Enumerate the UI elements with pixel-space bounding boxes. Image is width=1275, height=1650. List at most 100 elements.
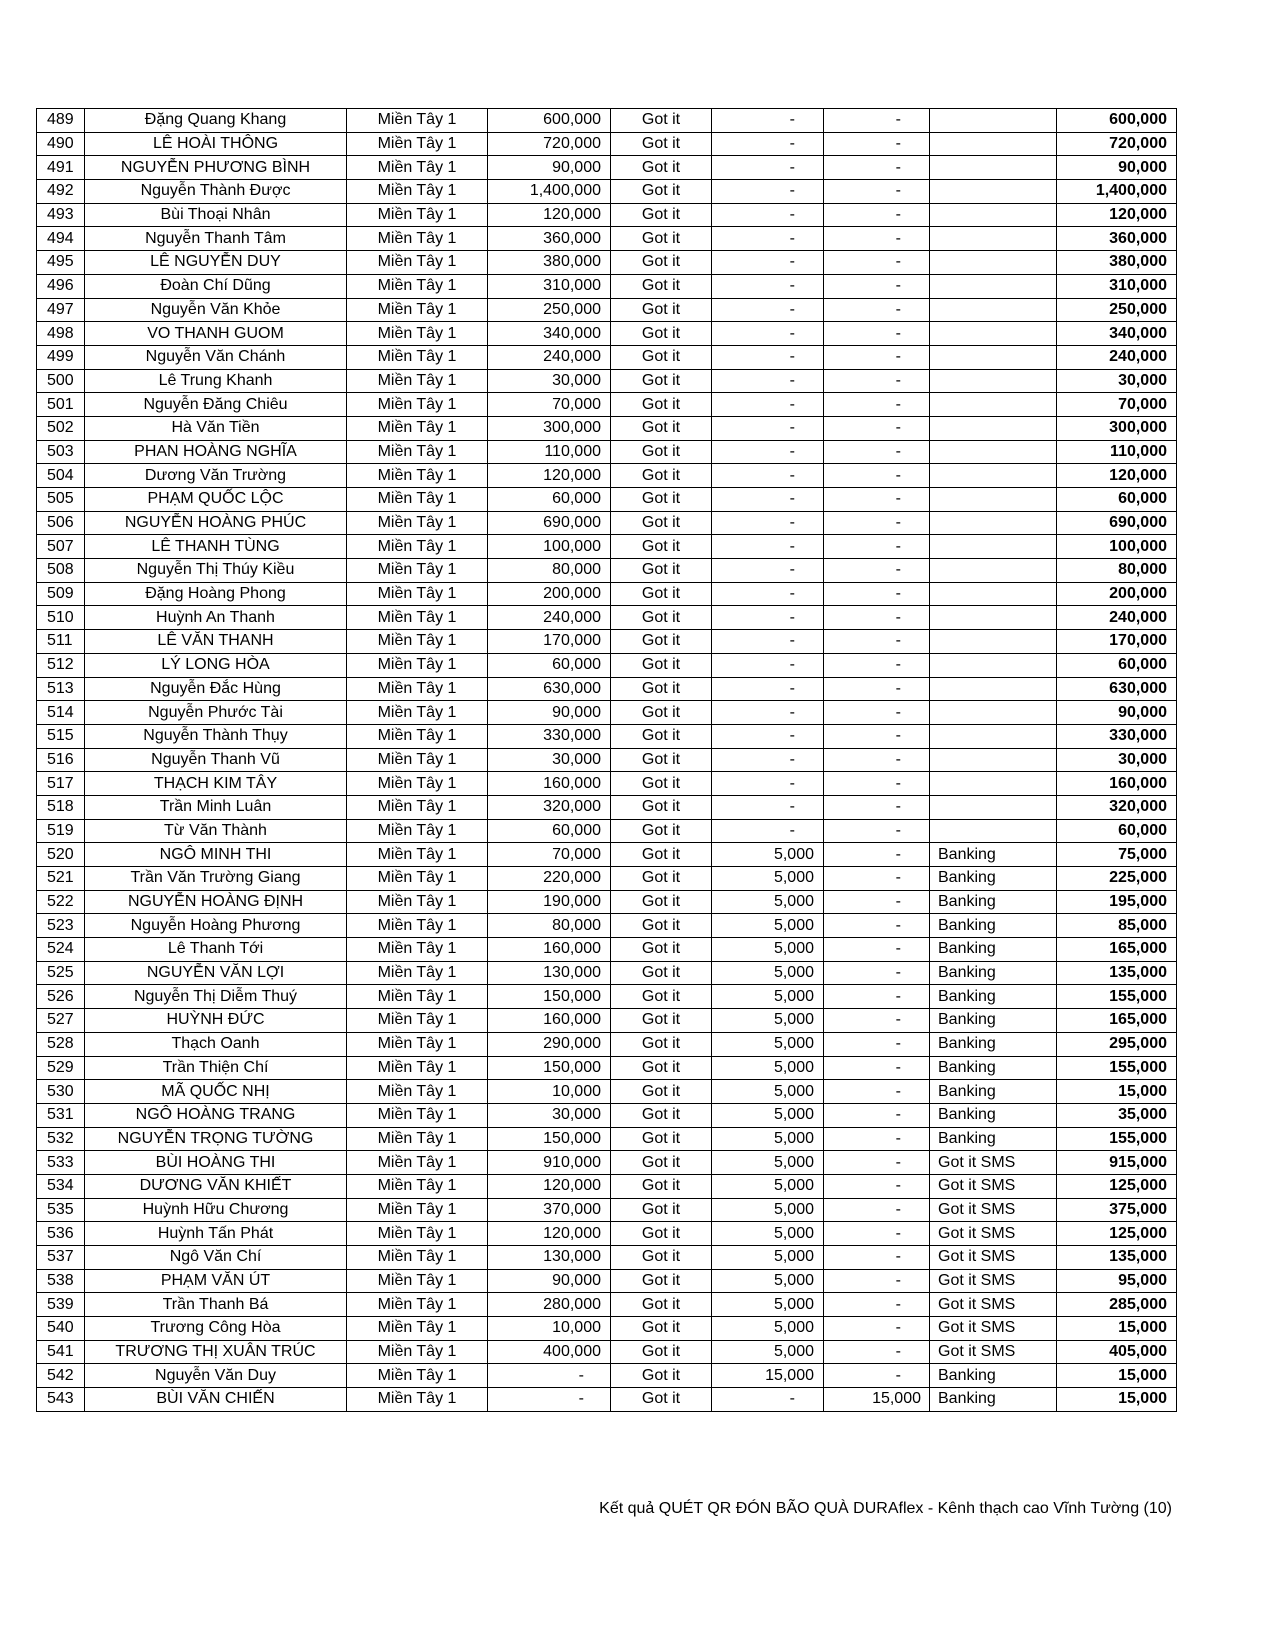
total-amount-cell: 125,000	[1056, 1221, 1177, 1246]
total-amount-cell: 155,000	[1056, 1055, 1177, 1081]
bonus-amount-cell: -	[711, 700, 824, 725]
extra-amount-cell: -	[823, 202, 930, 228]
total-amount-cell: 690,000	[1056, 510, 1177, 536]
total-amount-cell: 90,000	[1056, 155, 1177, 181]
row-number-cell: 520	[36, 842, 85, 867]
region-cell: Miền Tây 1	[346, 558, 488, 583]
region-cell: Miền Tây 1	[346, 1173, 488, 1199]
customer-name-cell: NGUYỄN HOÀNG ĐỊNH	[84, 889, 347, 915]
total-amount-cell: 170,000	[1056, 629, 1177, 654]
region-cell: Miền Tây 1	[346, 1055, 488, 1081]
region-cell: Miền Tây 1	[346, 866, 488, 891]
status-cell: Got it	[610, 676, 712, 702]
extra-amount-cell: -	[823, 1268, 930, 1294]
total-amount-cell: 155,000	[1056, 1126, 1177, 1152]
payment-method-cell: Banking	[929, 1079, 1057, 1104]
status-cell: Got it	[610, 1387, 712, 1412]
bonus-amount-cell: -	[711, 108, 824, 133]
status-cell: Got it	[610, 723, 712, 749]
customer-name-cell: HUỲNH ĐỨC	[84, 1008, 347, 1033]
payment-method-cell: Got it SMS	[929, 1197, 1057, 1223]
total-amount-cell: 380,000	[1056, 250, 1177, 275]
table-row: 489 Đặng Quang Khang Miền Tây 1 600,000 Got …	[36, 108, 1177, 133]
amount-cell: 400,000	[487, 1339, 611, 1365]
extra-amount-cell: -	[823, 605, 930, 631]
extra-amount-cell: -	[823, 984, 930, 1010]
total-amount-cell: 295,000	[1056, 1031, 1177, 1057]
customer-name-cell: VO THANH GUOM	[84, 321, 347, 346]
payment-method-cell: Banking	[929, 1126, 1057, 1152]
region-cell: Miền Tây 1	[346, 131, 488, 157]
status-cell: Got it	[610, 913, 712, 939]
status-cell: Got it	[610, 866, 712, 891]
region-cell: Miền Tây 1	[346, 700, 488, 725]
amount-cell: 220,000	[487, 866, 611, 891]
amount-cell: 110,000	[487, 439, 611, 465]
total-amount-cell: 15,000	[1056, 1363, 1177, 1389]
bonus-amount-cell: -	[711, 629, 824, 654]
region-cell: Miền Tây 1	[346, 1197, 488, 1223]
table-row: 518 Trần Minh Luân Miền Tây 1 320,000 Got it…	[36, 794, 1177, 820]
table-row: 532 NGUYỄN TRỌNG TƯỜNG Miền Tây 1 150,000 Go…	[36, 1126, 1177, 1152]
status-cell: Got it	[610, 415, 712, 441]
bonus-amount-cell: 5,000	[711, 1221, 824, 1246]
payment-method-cell	[929, 131, 1057, 157]
region-cell: Miền Tây 1	[346, 1008, 488, 1033]
extra-amount-cell: -	[823, 415, 930, 441]
payment-method-cell: Banking	[929, 984, 1057, 1010]
row-number-cell: 516	[36, 747, 85, 773]
status-cell: Got it	[610, 534, 712, 560]
extra-amount-cell: -	[823, 771, 930, 796]
table-row: 511 LÊ VĂN THANH Miền Tây 1 170,000 Got it - -…	[36, 629, 1177, 654]
bonus-amount-cell: -	[711, 155, 824, 181]
row-number-cell: 501	[36, 392, 85, 417]
bonus-amount-cell: -	[711, 581, 824, 607]
extra-amount-cell: -	[823, 108, 930, 133]
customer-name-cell: Nguyễn Văn Duy	[84, 1363, 347, 1389]
table-row: 499 Nguyễn Văn Chánh Miền Tây 1 240,000 Got …	[36, 344, 1177, 370]
status-cell: Got it	[610, 1102, 712, 1128]
extra-amount-cell: -	[823, 1363, 930, 1389]
total-amount-cell: 155,000	[1056, 984, 1177, 1010]
customer-name-cell: PHAN HOÀNG NGHĨA	[84, 439, 347, 465]
row-number-cell: 529	[36, 1055, 85, 1081]
customer-name-cell: Đặng Quang Khang	[84, 108, 347, 133]
customer-name-cell: LÊ NGUYỄN DUY	[84, 250, 347, 275]
table-row: 542 Nguyễn Văn Duy Miền Tây 1- Got it 15,000…	[36, 1363, 1177, 1389]
amount-cell: 370,000	[487, 1197, 611, 1223]
bonus-amount-cell: -	[711, 179, 824, 204]
customer-name-cell: Huỳnh An Thanh	[84, 605, 347, 631]
bonus-amount-cell: 5,000	[711, 1339, 824, 1365]
bonus-amount-cell: -	[711, 487, 824, 512]
table-row: 502 Hà Văn Tiền Miền Tây 1 300,000 Got it - -3…	[36, 415, 1177, 441]
table-row: 516 Nguyễn Thanh Vũ Miền Tây 1 30,000 Got it…	[36, 747, 1177, 773]
table-row: 539 Trần Thanh Bá Miền Tây 1 280,000 Got it 5…	[36, 1292, 1177, 1318]
status-cell: Got it	[610, 131, 712, 157]
extra-amount-cell: -	[823, 747, 930, 773]
region-cell: Miền Tây 1	[346, 1245, 488, 1270]
amount-cell: 130,000	[487, 960, 611, 986]
table-row: 538 PHẠM VĂN ÚT Miền Tây 1 90,000 Got it 5,00…	[36, 1268, 1177, 1294]
row-number-cell: 513	[36, 676, 85, 702]
extra-amount-cell: -	[823, 960, 930, 986]
total-amount-cell: 60,000	[1056, 487, 1177, 512]
table-row: 522 NGUYỄN HOÀNG ĐỊNH Miền Tây 1 190,000 Got…	[36, 889, 1177, 915]
bonus-amount-cell: -	[711, 794, 824, 820]
amount-cell: 630,000	[487, 676, 611, 702]
status-cell: Got it	[610, 937, 712, 962]
row-number-cell: 511	[36, 629, 85, 654]
region-cell: Miền Tây 1	[346, 273, 488, 299]
bonus-amount-cell: 15,000	[711, 1363, 824, 1389]
total-amount-cell: 80,000	[1056, 558, 1177, 583]
payment-method-cell	[929, 344, 1057, 370]
payment-method-cell: Got it SMS	[929, 1316, 1057, 1341]
customer-name-cell: Hà Văn Tiền	[84, 415, 347, 441]
amount-cell: 240,000	[487, 605, 611, 631]
region-cell: Miền Tây 1	[346, 1363, 488, 1389]
total-amount-cell: 60,000	[1056, 818, 1177, 844]
extra-amount-cell: -	[823, 676, 930, 702]
status-cell: Got it	[610, 605, 712, 631]
region-cell: Miền Tây 1	[346, 747, 488, 773]
payment-method-cell	[929, 487, 1057, 512]
amount-cell: 160,000	[487, 937, 611, 962]
